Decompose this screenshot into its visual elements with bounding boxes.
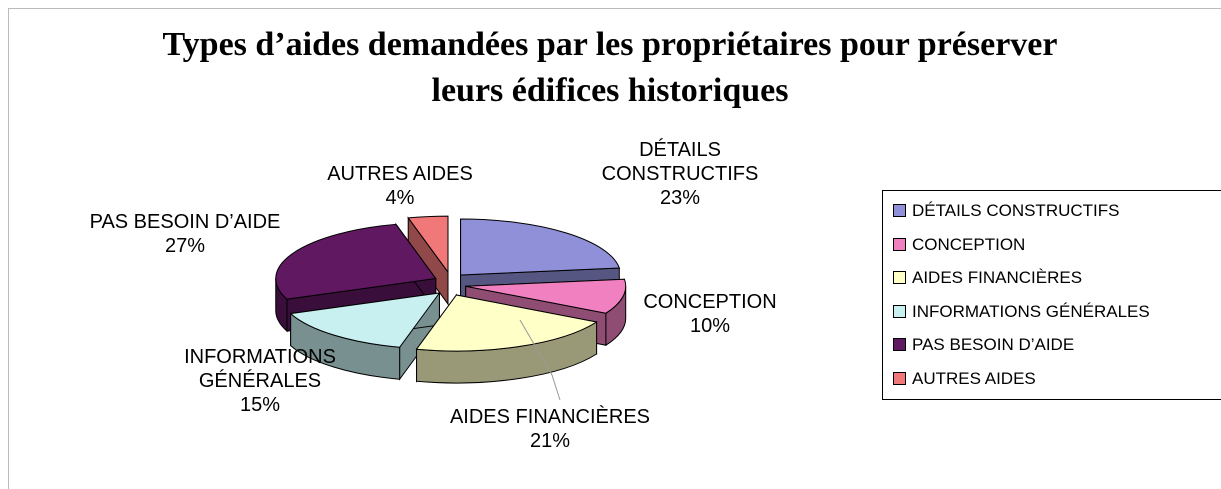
data-label-value: 4% — [385, 187, 415, 209]
legend-label: AUTRES AIDES — [912, 368, 1036, 388]
legend-label: DÉTAILS CONSTRUCTIFS — [912, 201, 1120, 220]
legend-swatch — [893, 271, 906, 284]
legend-item: AIDES FINANCIÈRES — [893, 268, 1082, 288]
slice-top — [407, 215, 449, 274]
legend-item: CONCEPTION — [893, 235, 1025, 255]
data-label-value: 15% — [239, 394, 281, 416]
data-label-category: DÉTAILS CONSTRUCTIFS — [601, 139, 759, 185]
data-label-category: AIDES FINANCIÈRES — [449, 406, 651, 428]
slice-top — [289, 292, 441, 348]
data-label: AIDES FINANCIÈRES 21% — [400, 405, 700, 453]
legend-swatch — [893, 237, 906, 251]
data-label: CONCEPTION 10% — [610, 290, 810, 338]
data-label-value: 21% — [529, 430, 571, 452]
data-label-value: 10% — [689, 315, 731, 337]
legend-swatch — [893, 371, 906, 385]
data-label: INFORMATIONS GÉNÉRALES 15% — [140, 345, 380, 417]
legend-label: PAS BESOIN D’AIDE — [912, 335, 1075, 354]
legend-swatch — [893, 304, 906, 318]
data-label-category: AUTRES AIDES — [327, 163, 473, 185]
data-label-value: 23% — [659, 187, 701, 209]
slice — [415, 293, 598, 384]
frame — [8, 8, 1221, 489]
slice-top — [465, 278, 627, 314]
data-label: PAS BESOIN D’AIDE 27% — [40, 210, 330, 258]
data-label-value: 27% — [164, 235, 206, 257]
legend-item: AUTRES AIDES — [893, 369, 1036, 389]
slice-top — [415, 294, 598, 352]
legend-label: INFORMATIONS GÉNÉRALES — [912, 301, 1150, 321]
legend-item: DÉTAILS CONSTRUCTIFS — [893, 201, 1119, 221]
slice-top — [460, 218, 621, 276]
legend-label: CONCEPTION — [912, 234, 1026, 254]
slice-top — [275, 223, 437, 300]
legend-label: AIDES FINANCIÈRES — [912, 268, 1083, 287]
legend: DÉTAILS CONSTRUCTIFS CONCEPTION AIDES FINA… — [882, 190, 1221, 400]
data-label: DÉTAILS CONSTRUCTIFS 23% — [580, 138, 780, 210]
legend-item: INFORMATIONS GÉNÉRALES — [893, 302, 1150, 322]
data-label: AUTRES AIDES 4% — [290, 162, 510, 210]
data-label-category: PAS BESOIN D’AIDE — [89, 211, 281, 233]
legend-item: PAS BESOIN D’AIDE — [893, 335, 1074, 355]
data-label-category: INFORMATIONS GÉNÉRALES — [184, 346, 336, 392]
leader-line — [519, 319, 561, 401]
legend-swatch — [893, 204, 906, 217]
legend-swatch — [893, 338, 906, 351]
data-label-category: CONCEPTION — [643, 291, 777, 313]
slice — [407, 215, 449, 306]
slice — [289, 291, 441, 381]
chart-title: Types d’aides demandées par les propriét… — [162, 26, 1058, 109]
